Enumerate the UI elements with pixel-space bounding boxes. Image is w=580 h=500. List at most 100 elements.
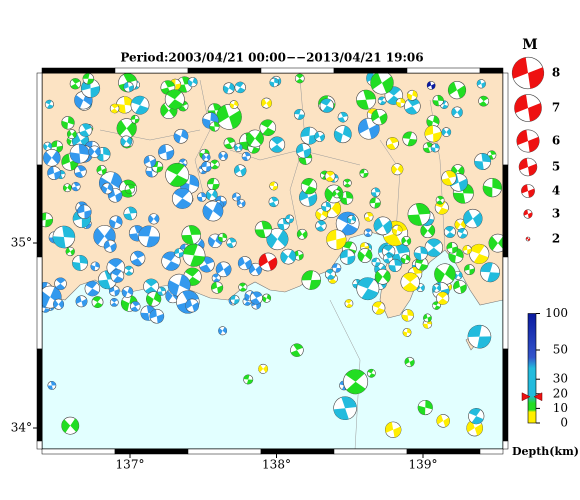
ball-quadrant bbox=[378, 96, 386, 105]
focal-mechanism bbox=[71, 181, 81, 192]
ball-quadrant bbox=[250, 291, 262, 305]
ball-quadrant bbox=[199, 256, 214, 273]
magnitude-symbol bbox=[518, 157, 538, 177]
focal-mechanism bbox=[326, 229, 347, 250]
focal-mechanism bbox=[108, 285, 120, 297]
ball-quadrant bbox=[427, 81, 436, 90]
ball-quadrant bbox=[314, 131, 325, 142]
focal-mechanism bbox=[110, 269, 125, 283]
focal-mechanism bbox=[211, 281, 224, 294]
ball-quadrant bbox=[230, 295, 240, 304]
ball-quadrant bbox=[364, 228, 372, 237]
ball-quadrant bbox=[173, 129, 188, 144]
magnitude-symbol bbox=[523, 209, 533, 219]
focal-mechanism bbox=[158, 144, 175, 161]
ball-quadrant bbox=[207, 178, 220, 190]
ball-quadrant bbox=[61, 153, 79, 171]
focal-mechanism bbox=[280, 248, 297, 265]
focal-mechanism bbox=[333, 396, 357, 421]
focal-mechanism bbox=[248, 262, 262, 277]
ball-quadrant bbox=[402, 328, 412, 337]
ball-quadrant bbox=[457, 228, 468, 239]
ball-quadrant bbox=[121, 295, 138, 312]
ball-quadrant bbox=[373, 217, 392, 234]
ball-quadrant bbox=[223, 82, 235, 94]
magnitude-label: 4 bbox=[552, 184, 560, 198]
focal-mechanism bbox=[383, 253, 394, 264]
focal-mechanism bbox=[103, 239, 117, 253]
focal-mechanism bbox=[321, 201, 332, 212]
focal-mechanism bbox=[402, 328, 412, 337]
ball-quadrant bbox=[415, 257, 428, 271]
ball-quadrant bbox=[414, 246, 428, 261]
depth-tick-label: 0 bbox=[560, 416, 568, 430]
ball-quadrant bbox=[516, 129, 540, 153]
focal-mechanism bbox=[109, 215, 123, 229]
ball-quadrant bbox=[255, 221, 272, 238]
focal-mechanism bbox=[130, 301, 141, 312]
frame-segment bbox=[41, 448, 116, 455]
focal-mechanism bbox=[218, 326, 228, 336]
ball-quadrant bbox=[201, 161, 212, 172]
focal-mechanism bbox=[269, 77, 279, 88]
focal-mechanism bbox=[443, 225, 456, 238]
ball-quadrant bbox=[453, 280, 467, 294]
focal-mechanism bbox=[44, 99, 54, 109]
focal-mechanism bbox=[432, 283, 442, 293]
focal-mechanism bbox=[174, 248, 184, 258]
focal-mechanism bbox=[432, 94, 444, 107]
ball-quadrant bbox=[148, 214, 159, 224]
ball-quadrant bbox=[464, 264, 475, 275]
focal-mechanism bbox=[82, 73, 95, 85]
focal-mechanism bbox=[215, 261, 232, 278]
focal-mechanism bbox=[436, 291, 450, 305]
focal-mechanism bbox=[476, 79, 486, 89]
ball-quadrant bbox=[216, 262, 232, 277]
ball-quadrant bbox=[321, 202, 331, 212]
focal-mechanism bbox=[359, 168, 369, 178]
focal-mechanism bbox=[266, 228, 289, 251]
ball-quadrant bbox=[474, 153, 491, 170]
ball-quadrant bbox=[446, 242, 458, 254]
focal-mechanism bbox=[246, 129, 264, 148]
magnitude-symbol bbox=[525, 236, 531, 242]
ball-quadrant bbox=[391, 164, 403, 174]
ball-quadrant bbox=[72, 133, 89, 149]
ball-quadrant bbox=[441, 170, 457, 186]
ball-quadrant bbox=[249, 263, 262, 275]
focal-mechanism bbox=[234, 164, 247, 177]
ball-quadrant bbox=[320, 98, 334, 113]
focal-mechanism bbox=[218, 232, 228, 243]
ball-quadrant bbox=[226, 238, 237, 248]
focal-mechanism bbox=[116, 96, 134, 114]
focal-mechanism bbox=[400, 254, 411, 264]
focal-mechanism bbox=[120, 135, 133, 148]
ball-quadrant bbox=[197, 192, 207, 202]
focal-mechanism bbox=[259, 119, 277, 137]
ball-quadrant bbox=[55, 277, 66, 290]
ball-quadrant bbox=[181, 225, 201, 245]
ball-quadrant bbox=[448, 81, 466, 99]
focal-mechanism bbox=[332, 189, 342, 199]
ball-quadrant bbox=[290, 343, 303, 357]
ball-quadrant bbox=[168, 274, 191, 296]
frame-segment bbox=[36, 72, 43, 166]
focal-mechanism bbox=[209, 121, 220, 132]
ball-quadrant bbox=[73, 209, 91, 228]
legend-title: M bbox=[522, 37, 538, 53]
ball-quadrant bbox=[334, 125, 352, 143]
focal-mechanism bbox=[407, 203, 431, 226]
focal-mechanism bbox=[441, 127, 452, 137]
focal-mechanism bbox=[47, 381, 57, 390]
focal-mechanism bbox=[404, 97, 421, 115]
frame-segment bbox=[479, 448, 504, 455]
ball-quadrant bbox=[96, 165, 107, 175]
frame-segment bbox=[41, 67, 116, 74]
ball-quadrant bbox=[407, 90, 418, 101]
focal-mechanism bbox=[344, 299, 354, 308]
ball-quadrant bbox=[125, 266, 133, 276]
ball-quadrant bbox=[347, 215, 356, 224]
focal-mechanism bbox=[342, 178, 352, 188]
ball-quadrant bbox=[432, 301, 441, 310]
focal-mechanism bbox=[285, 214, 294, 224]
